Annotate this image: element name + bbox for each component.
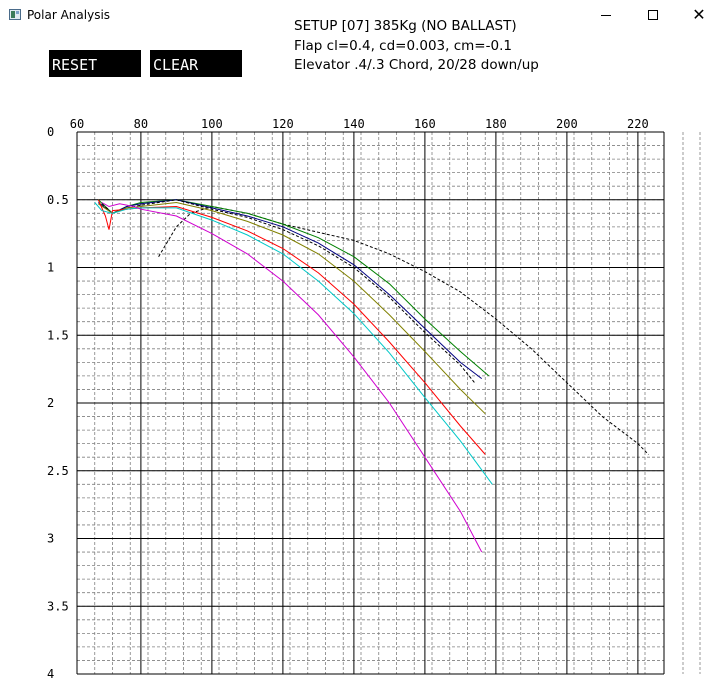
x-tick-label: 120 [272,117,294,131]
reset-button[interactable]: RESET [49,50,141,77]
y-tick-label: 0 [47,125,54,139]
setup-info: SETUP [07] 385Kg (NO BALLAST) Flap cl=0.… [294,17,539,76]
series-line [94,202,493,485]
x-tick-label: 140 [343,117,365,131]
series-line [101,202,483,553]
y-tick-label: 4 [47,667,54,681]
setup-line-2: Flap cl=0.4, cd=0.003, cm=-0.1 [294,37,512,54]
grid-major [76,131,665,675]
y-tick-labels: 0 0.5 1 1.5 2 2.5 3 3.5 4 [47,125,69,681]
app-icon [9,9,21,20]
x-tick-label: 180 [485,117,507,131]
y-tick-label: 1 [47,261,54,275]
series-line [98,201,486,415]
x-tick-label: 160 [414,117,436,131]
x-tick-label: 80 [134,117,148,131]
y-tick-label: 1.5 [47,328,69,342]
x-tick-label: 200 [556,117,578,131]
title-bar: Polar Analysis ✕ [0,0,722,30]
maximize-icon [648,10,658,20]
series-lines [94,199,649,553]
y-tick-label: 2 [47,396,54,410]
minimize-icon [601,15,611,16]
y-tick-label: 3.5 [47,599,69,613]
series-line [158,205,649,455]
close-button[interactable]: ✕ [676,0,722,30]
setup-line-1: SETUP [07] 385Kg (NO BALLAST) [294,18,517,34]
maximize-button[interactable] [630,0,676,30]
y-tick-label: 0.5 [47,193,69,207]
x-tick-label: 100 [201,117,223,131]
close-icon: ✕ [692,5,706,24]
x-tick-labels: 60 80 100 120 140 160 180 200 220 [70,117,649,131]
y-tick-label: 2.5 [47,464,69,478]
clear-button[interactable]: CLEAR [150,50,242,77]
x-tick-label: 220 [627,117,649,131]
minimize-button[interactable] [584,0,630,30]
y-tick-label: 3 [47,532,54,546]
window-title: Polar Analysis [27,8,111,22]
setup-line-3: Elevator .4/.3 Chord, 20/28 down/up [294,57,539,73]
x-tick-label: 60 [70,117,84,131]
series-line [97,199,486,455]
